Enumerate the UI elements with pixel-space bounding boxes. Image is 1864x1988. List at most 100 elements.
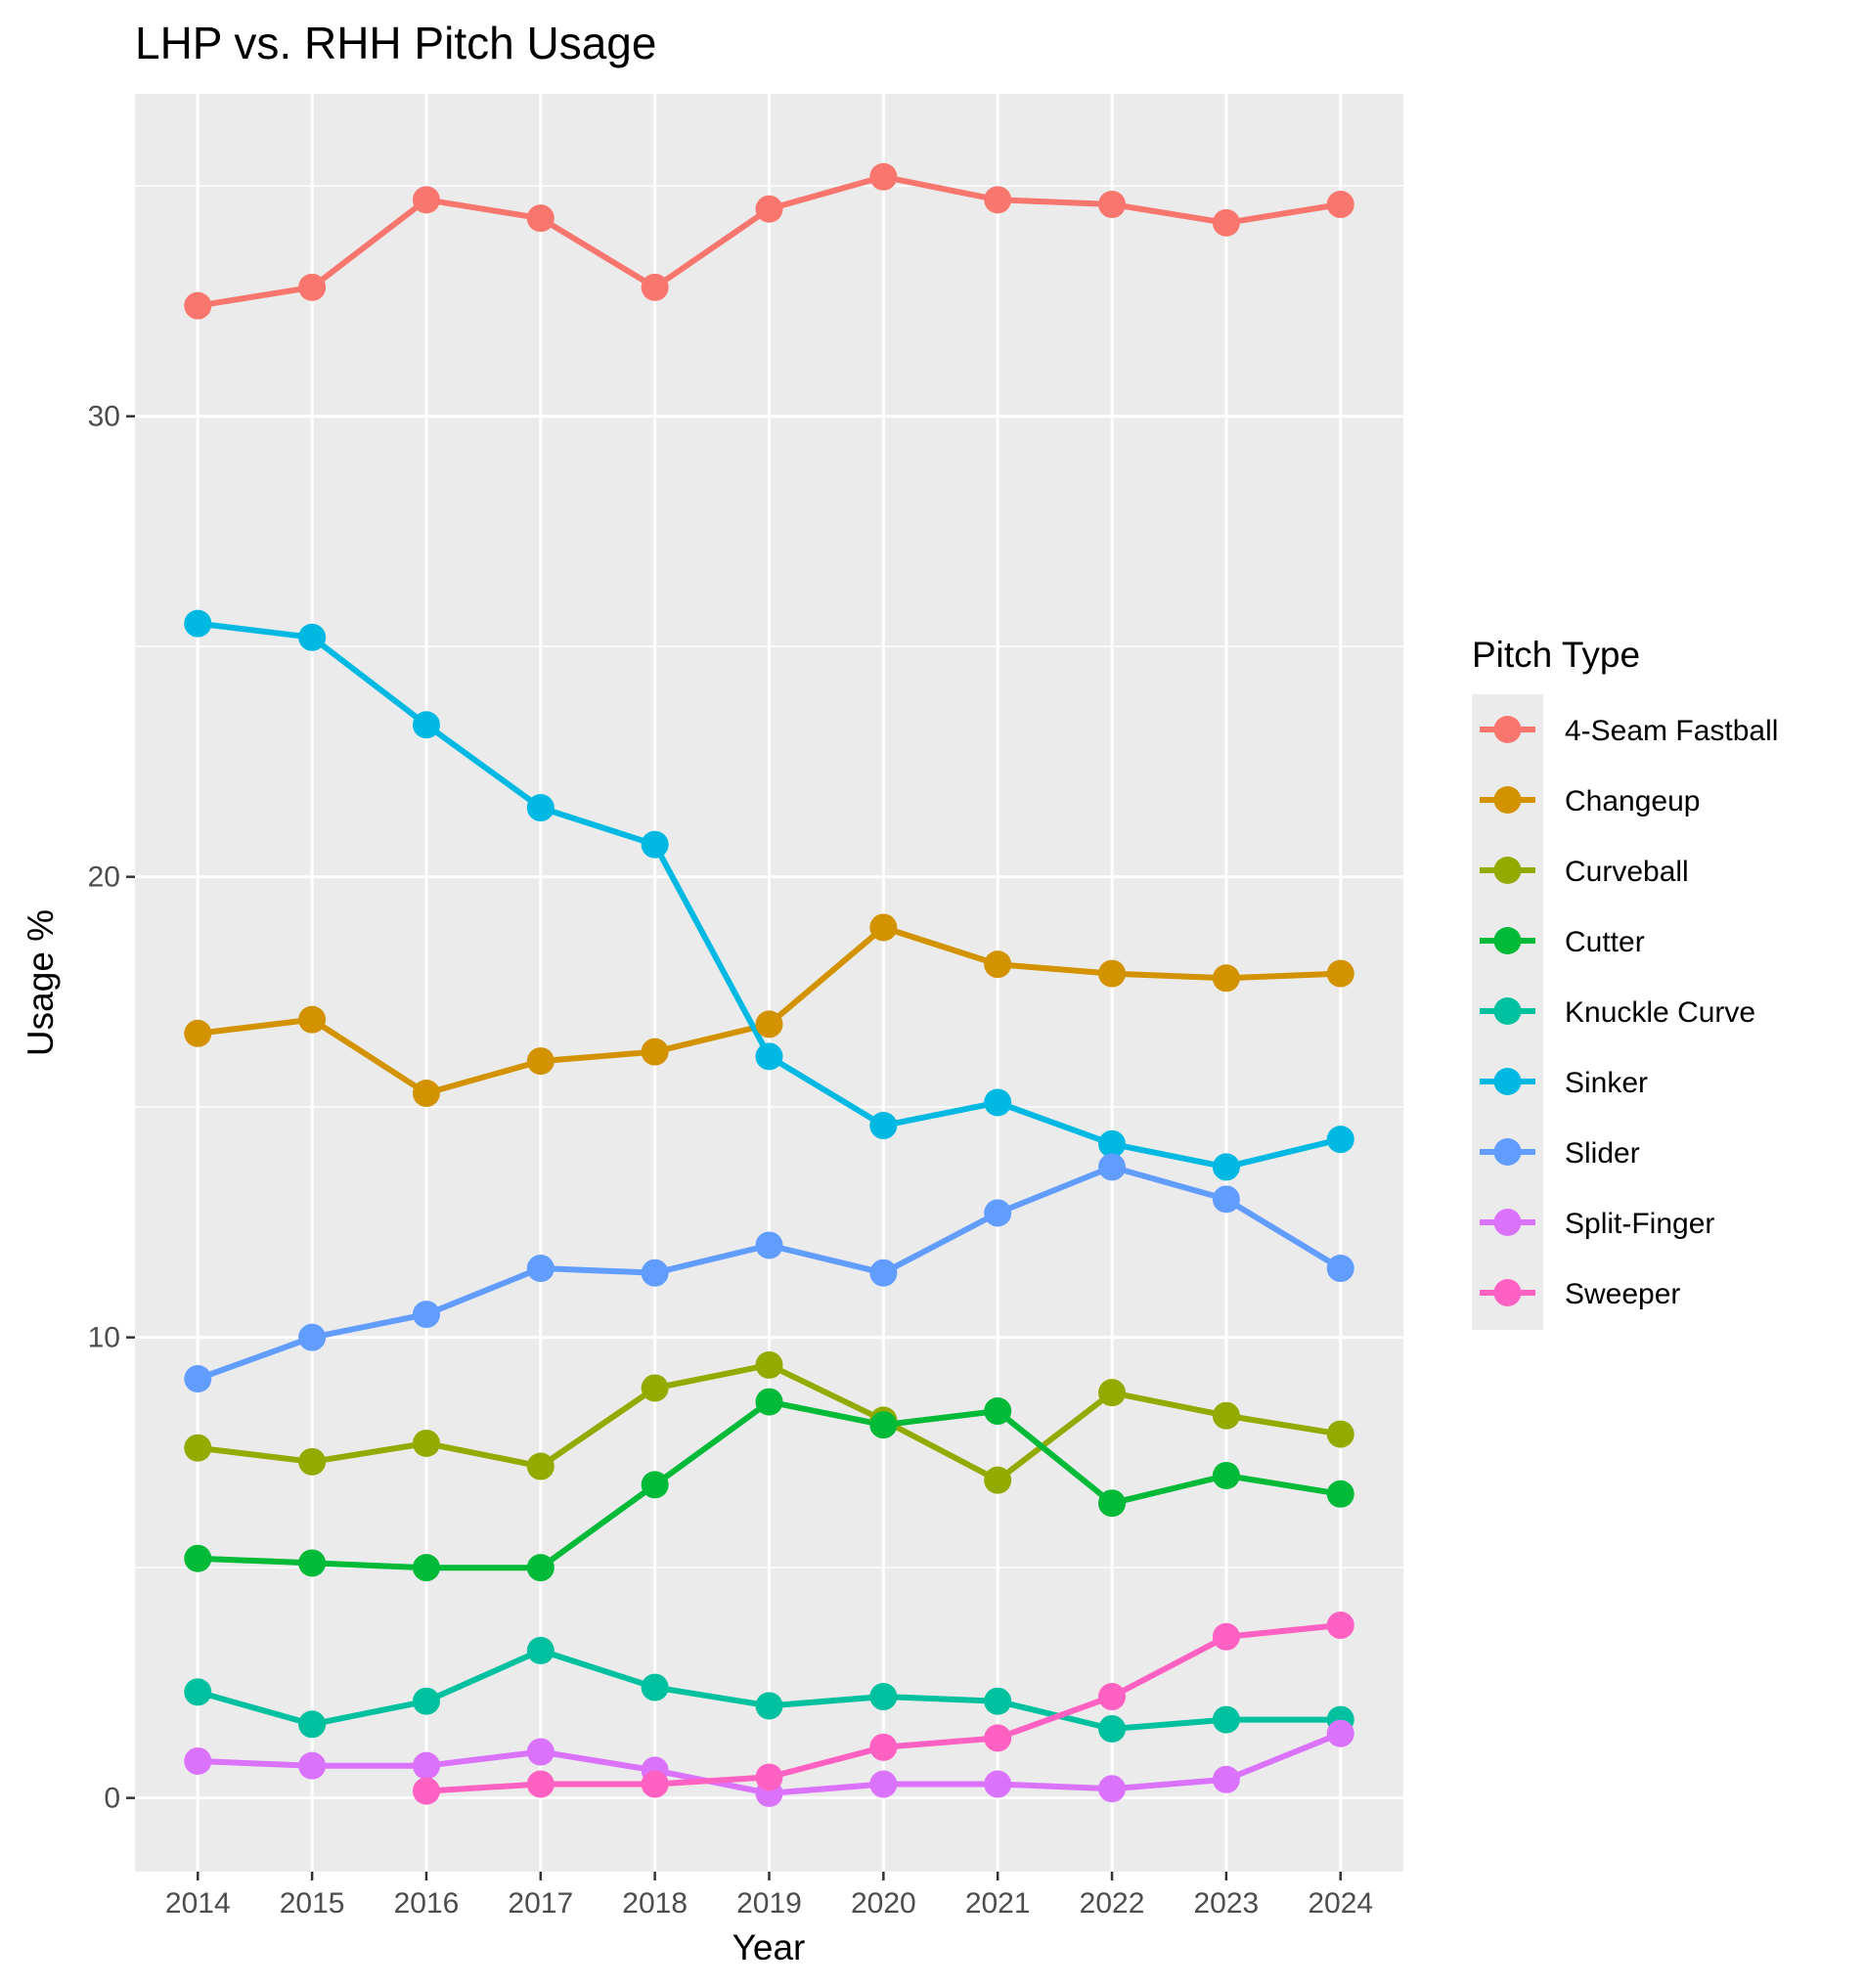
data-point-curveball xyxy=(184,1434,212,1462)
legend-items: 4-Seam Fastball Changeup Curveball Cutter Kn… xyxy=(1480,715,1778,1310)
data-point-sinker xyxy=(869,1112,898,1140)
data-point-cutter xyxy=(184,1544,212,1572)
legend: Pitch Type 4-Seam Fastball Changeup Curveb… xyxy=(1472,635,1778,1330)
legend-key-point xyxy=(1493,927,1522,954)
data-point-sweeper xyxy=(1326,1612,1354,1640)
data-point-changeup xyxy=(1098,959,1127,988)
legend-label: Sweeper xyxy=(1565,1278,1680,1310)
data-point-knuckle-curve xyxy=(755,1692,783,1720)
data-point-curveball xyxy=(1212,1401,1240,1430)
data-point-sinker xyxy=(412,711,440,739)
legend-item-curveball: Curveball xyxy=(1480,856,1689,888)
data-point-changeup xyxy=(1212,964,1240,993)
data-point-cutter xyxy=(1212,1461,1240,1489)
legend-item-sweeper: Sweeper xyxy=(1480,1278,1680,1310)
data-point-changeup xyxy=(298,1005,327,1034)
x-tick-label: 2022 xyxy=(1080,1887,1145,1920)
series-points xyxy=(184,162,1354,1807)
data-point-curveball xyxy=(984,1466,1012,1494)
data-point-knuckle-curve xyxy=(641,1673,669,1701)
legend-title: Pitch Type xyxy=(1472,635,1640,675)
data-point-changeup xyxy=(526,1047,555,1076)
legend-label: Sinker xyxy=(1565,1067,1648,1099)
data-point-changeup xyxy=(641,1038,669,1066)
data-point-sinker xyxy=(1212,1153,1240,1181)
data-point-cutter xyxy=(755,1388,783,1416)
legend-key-point xyxy=(1493,1209,1522,1236)
data-point-split-finger xyxy=(526,1738,555,1766)
legend-item-cutter: Cutter xyxy=(1480,926,1645,958)
x-tick-label: 2024 xyxy=(1308,1887,1373,1920)
legend-label: Slider xyxy=(1565,1137,1640,1170)
data-point-cutter xyxy=(298,1549,327,1577)
y-tick-label: 20 xyxy=(88,861,120,894)
data-point-cutter xyxy=(1326,1480,1354,1508)
data-point-cutter xyxy=(641,1471,669,1499)
data-point-split-finger xyxy=(1326,1719,1354,1747)
x-axis: 2014 2015 2016 2017 2018 2019 2020 2021 2022 2023… xyxy=(165,1872,1373,1920)
data-point-sinker xyxy=(1326,1126,1354,1154)
data-point-sinker xyxy=(298,623,327,651)
x-axis-title: Year xyxy=(732,1927,806,1967)
data-point-sweeper xyxy=(869,1733,898,1761)
data-point-sweeper xyxy=(984,1724,1012,1752)
data-point-slider xyxy=(526,1255,555,1283)
data-point-split-finger xyxy=(184,1746,212,1775)
legend-item-4-seam-fastball: 4-Seam Fastball xyxy=(1480,715,1778,747)
legend-label: Curveball xyxy=(1565,856,1689,888)
legend-key-point xyxy=(1493,1279,1522,1306)
data-point-sweeper xyxy=(1098,1683,1127,1711)
data-point-changeup xyxy=(984,950,1012,979)
data-point-sinker xyxy=(1098,1129,1127,1158)
legend-item-knuckle-curve: Knuckle Curve xyxy=(1480,996,1755,1029)
data-point-curveball xyxy=(1326,1420,1354,1448)
data-point-split-finger xyxy=(869,1770,898,1798)
legend-key-point xyxy=(1493,857,1522,884)
data-point-4-seam-fastball xyxy=(1098,191,1127,219)
data-point-knuckle-curve xyxy=(298,1710,327,1739)
data-point-changeup xyxy=(869,913,898,942)
data-point-slider xyxy=(984,1199,1012,1227)
data-point-cutter xyxy=(984,1397,1012,1426)
data-point-changeup xyxy=(184,1019,212,1047)
data-point-4-seam-fastball xyxy=(412,186,440,214)
legend-item-sinker: Sinker xyxy=(1480,1067,1648,1099)
y-axis: 0 10 20 30 xyxy=(88,401,135,1815)
data-point-cutter xyxy=(526,1554,555,1582)
data-point-sweeper xyxy=(526,1770,555,1798)
data-point-slider xyxy=(412,1301,440,1329)
data-point-curveball xyxy=(412,1429,440,1457)
data-point-sweeper xyxy=(1212,1622,1240,1651)
data-point-split-finger xyxy=(984,1770,1012,1798)
data-point-knuckle-curve xyxy=(526,1636,555,1664)
data-point-sweeper xyxy=(641,1770,669,1798)
legend-label: Cutter xyxy=(1565,926,1645,958)
data-point-sinker xyxy=(755,1042,783,1071)
data-point-curveball xyxy=(298,1447,327,1476)
x-tick-label: 2021 xyxy=(965,1887,1031,1920)
data-point-slider xyxy=(1326,1255,1354,1283)
data-point-slider xyxy=(641,1259,669,1287)
data-point-4-seam-fastball xyxy=(641,273,669,301)
legend-key-point xyxy=(1493,716,1522,743)
y-tick-label: 10 xyxy=(88,1322,120,1354)
data-point-cutter xyxy=(412,1554,440,1582)
chart-title: LHP vs. RHH Pitch Usage xyxy=(135,18,656,68)
legend-key-point xyxy=(1493,786,1522,814)
data-point-changeup xyxy=(755,1010,783,1038)
x-tick-label: 2018 xyxy=(622,1887,688,1920)
data-point-knuckle-curve xyxy=(984,1687,1012,1715)
data-point-4-seam-fastball xyxy=(184,291,212,320)
legend-label: Knuckle Curve xyxy=(1565,996,1755,1029)
data-point-curveball xyxy=(526,1452,555,1480)
data-point-cutter xyxy=(1098,1489,1127,1518)
data-point-sinker xyxy=(526,794,555,822)
data-point-4-seam-fastball xyxy=(755,195,783,223)
data-point-slider xyxy=(184,1365,212,1393)
data-point-sweeper xyxy=(755,1763,783,1791)
legend-key-point xyxy=(1493,997,1522,1025)
data-point-changeup xyxy=(412,1080,440,1108)
x-tick-label: 2017 xyxy=(508,1887,573,1920)
data-point-4-seam-fastball xyxy=(1326,191,1354,219)
x-tick-label: 2014 xyxy=(165,1887,231,1920)
